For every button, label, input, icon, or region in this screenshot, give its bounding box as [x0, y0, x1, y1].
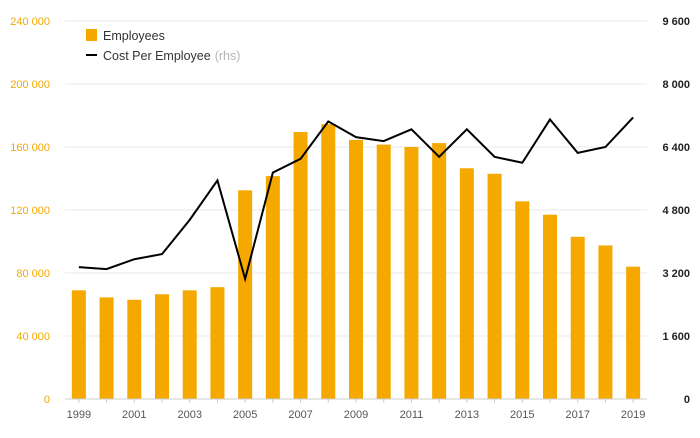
x-tick-label: 2011: [400, 409, 424, 421]
bar-employees-2019: [626, 267, 640, 399]
x-tick-label: 2009: [344, 409, 368, 421]
bar-employees-2008: [321, 124, 335, 399]
y-left-tick-label: 40 000: [16, 331, 50, 343]
x-tick-label: 2017: [565, 409, 589, 421]
bar-employees-2003: [183, 290, 197, 399]
y-left-tick-label: 200 000: [10, 79, 50, 91]
y-left-tick-label: 240 000: [10, 16, 50, 28]
bar-employees-2017: [571, 237, 585, 399]
y-left-tick-label: 160 000: [10, 142, 50, 154]
y-right-tick-label: 4 800: [662, 205, 690, 217]
y-right-tick-label: 6 400: [662, 142, 690, 154]
y-right-tick-label: 8 000: [662, 79, 690, 91]
x-tick-label: 2019: [621, 409, 645, 421]
x-tick-label: 2015: [510, 409, 534, 421]
bar-employees-2016: [543, 215, 557, 399]
y-left-tick-label: 120 000: [10, 205, 50, 217]
x-tick-label: 2005: [233, 409, 257, 421]
bar-employees-2001: [127, 300, 141, 399]
x-tick-label: 2001: [122, 409, 146, 421]
y-right-tick-label: 0: [684, 394, 690, 406]
legend: Employees Cost Per Employee(rhs): [86, 29, 240, 63]
bar-employees-2013: [460, 168, 474, 399]
bar-employees-2006: [266, 176, 280, 399]
bar-employees-2018: [598, 245, 612, 399]
bar-employees-2002: [155, 294, 169, 399]
bar-employees-2015: [515, 201, 529, 399]
y-right-tick-label: 3 200: [662, 268, 690, 280]
y-right-tick-label: 9 600: [662, 16, 690, 28]
bar-employees-2010: [377, 145, 391, 399]
y-right-tick-label: 1 600: [662, 331, 690, 343]
bar-employees-2014: [488, 174, 502, 399]
x-tick-label: 2003: [177, 409, 201, 421]
x-tick-label: 2007: [288, 409, 312, 421]
y-left-tick-label: 80 000: [16, 268, 50, 280]
bar-employees-2007: [294, 132, 308, 399]
bar-employees-2004: [210, 287, 224, 399]
bar-employees-2005: [238, 190, 252, 399]
y-left-tick-label: 0: [44, 394, 50, 406]
legend-label-cost: Cost Per Employee(rhs): [103, 49, 240, 63]
bar-employees-2011: [404, 147, 418, 399]
bar-employees-2009: [349, 140, 363, 399]
legend-swatch-employees: [86, 29, 97, 41]
employee-bars: [72, 124, 640, 399]
bar-employees-2012: [432, 143, 446, 399]
legend-label-employees: Employees: [103, 29, 165, 43]
bar-employees-2000: [100, 297, 114, 399]
bar-employees-1999: [72, 290, 86, 399]
x-tick-label: 1999: [67, 409, 91, 421]
x-tick-label: 2013: [455, 409, 479, 421]
